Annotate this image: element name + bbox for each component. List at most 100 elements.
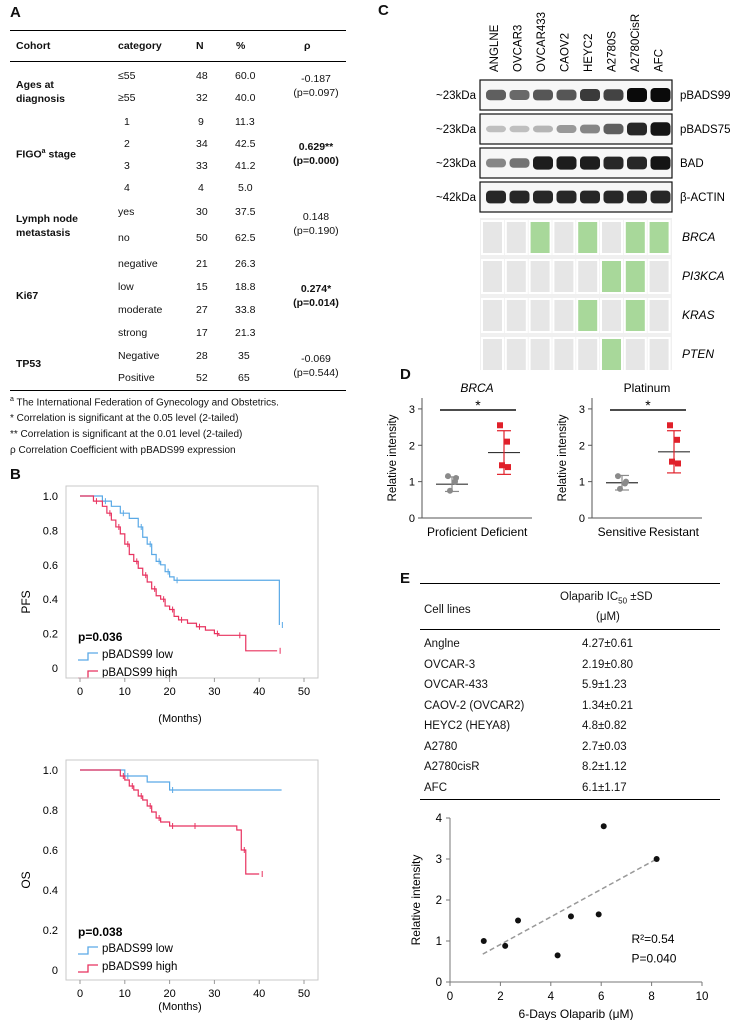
blot-band (509, 158, 530, 168)
pct-cell: 60.0 (235, 70, 256, 82)
cell-line-name: CAOV-2 (OVCAR2) (424, 699, 525, 712)
ic50-value: 8.2±1.12 (582, 761, 627, 773)
os-km-chart: OS (Months) p=0.038 pBADS99 low pBADS99 … (20, 759, 319, 1013)
d-left-point (445, 473, 451, 480)
header-n: N (196, 40, 204, 52)
cat-cell: low (118, 281, 134, 293)
pfs-xtick: 40 (253, 686, 265, 698)
blot-band (580, 89, 600, 101)
d-right-ytick: 3 (579, 404, 585, 416)
mutation-cell (600, 220, 623, 255)
d-left-point (499, 462, 505, 469)
pfs-xtick: 50 (298, 686, 310, 698)
scatter-trendline (482, 858, 657, 955)
footnote-2: * Correlation is significant at the 0.05… (10, 413, 239, 424)
pfs-legend-low: pBADS99 low (102, 649, 174, 661)
pct-cell: 33.8 (235, 304, 256, 316)
scatter-point (600, 823, 607, 830)
blot-band (556, 190, 577, 204)
pfs-xtick: 10 (119, 686, 131, 698)
mutation-cell (623, 259, 647, 294)
d-right-point (667, 422, 673, 429)
blot-band (580, 124, 600, 134)
pct-cell: 42.5 (235, 138, 256, 150)
d-left-point (453, 475, 459, 481)
blot-band (603, 123, 624, 135)
rho-figo: 0.629** (p=0.000) (293, 141, 339, 167)
os-xtick: 30 (208, 988, 220, 1000)
mutation-cell (552, 337, 576, 370)
pfs-ytick: 0.4 (43, 594, 58, 606)
mutation-cell (481, 259, 504, 294)
blot-mw-label: ~23kDa (436, 158, 477, 170)
cat-cell: 3 (124, 160, 130, 172)
scatter-xtick: 10 (696, 991, 709, 1003)
os-ytick: 0.6 (43, 845, 58, 857)
mutation-cell (623, 220, 647, 255)
d-left-point (505, 464, 511, 471)
blot-band (509, 90, 530, 100)
dot-plots: BRCA 0 1 2 3 Relative intensity Proficient Defi… (387, 381, 702, 539)
blot-band (486, 158, 506, 168)
d-right-point (669, 458, 675, 465)
pfs-pvalue: p=0.036 (78, 630, 123, 644)
blot-band (627, 190, 647, 204)
d-right-cat: Resistant (649, 525, 700, 539)
blot-band (509, 125, 530, 133)
os-xtick: 0 (77, 988, 83, 1000)
footnote-4: ρ Correlation Coefficient with pBADS99 e… (10, 445, 236, 456)
header-pct: % (236, 40, 246, 52)
cat-cell: Negative (118, 350, 160, 362)
ic50-scatter: 0 1 2 3 4 0 2 4 6 8 10 6-Days Olaparib (μM) Relative… (409, 813, 709, 1020)
cell-line-name: OVCAR-3 (424, 658, 476, 671)
d-left-cat: Deficient (481, 525, 528, 539)
pfs-ytick: 1.0 (43, 491, 58, 503)
scatter-point (653, 856, 660, 862)
blot-band (533, 156, 553, 170)
n-cell: 27 (196, 304, 208, 316)
cat-cell: strong (118, 327, 148, 339)
cat-cell: Positive (118, 372, 155, 384)
cat-cell: no (118, 232, 130, 244)
header-rho: ρ (304, 40, 311, 52)
lane-label: AFC (654, 49, 666, 72)
mutation-cell (600, 259, 623, 294)
pct-cell: 35 (238, 350, 250, 362)
pct-cell: 5.0 (238, 182, 253, 194)
group-lymph: Lymph node metastasis (16, 213, 79, 239)
ic50-value: 5.9±1.23 (582, 679, 627, 691)
blot-band (533, 89, 553, 101)
group-tp53: TP53 (16, 358, 42, 370)
scatter-point (515, 917, 522, 924)
scatter-xtick: 0 (447, 991, 453, 1003)
d-left-title: BRCA (460, 381, 493, 395)
d-left-ytick: 1 (409, 477, 415, 489)
pfs-frame (65, 485, 319, 679)
os-xtick: 20 (163, 988, 175, 1000)
mutation-cell (504, 298, 528, 333)
os-xlabel: (Months) (158, 1001, 201, 1013)
mutation-cell (481, 220, 504, 255)
mutation-cell (481, 298, 504, 333)
d-left-point (447, 487, 453, 494)
mutation-cell (647, 220, 671, 255)
os-xtick: 40 (253, 988, 265, 1000)
pfs-ytick: 0 (52, 663, 58, 675)
d-right-ylabel: Relative intensity (557, 414, 569, 501)
d-left-ytick: 3 (409, 404, 415, 416)
blot-mw-label: ~42kDa (436, 192, 477, 204)
ic50-value: 4.8±0.82 (582, 720, 627, 732)
ic50-value: 4.27±0.61 (582, 638, 634, 650)
pfs-ytick: 0.6 (43, 560, 58, 572)
pfs-series-high (80, 495, 278, 652)
mutation-cell (600, 337, 623, 370)
header-cell-lines: Cell lines (424, 604, 471, 616)
n-cell: 50 (196, 232, 208, 244)
blot-band (556, 156, 577, 170)
os-pvalue: p=0.038 (78, 925, 123, 939)
footnote-3: ** Correlation is significant at the 0.0… (10, 429, 243, 440)
os-xtick: 50 (298, 988, 310, 1000)
lane-label: A2780CisR (630, 14, 642, 72)
mutation-cell (647, 298, 671, 333)
blot-band (533, 190, 553, 204)
